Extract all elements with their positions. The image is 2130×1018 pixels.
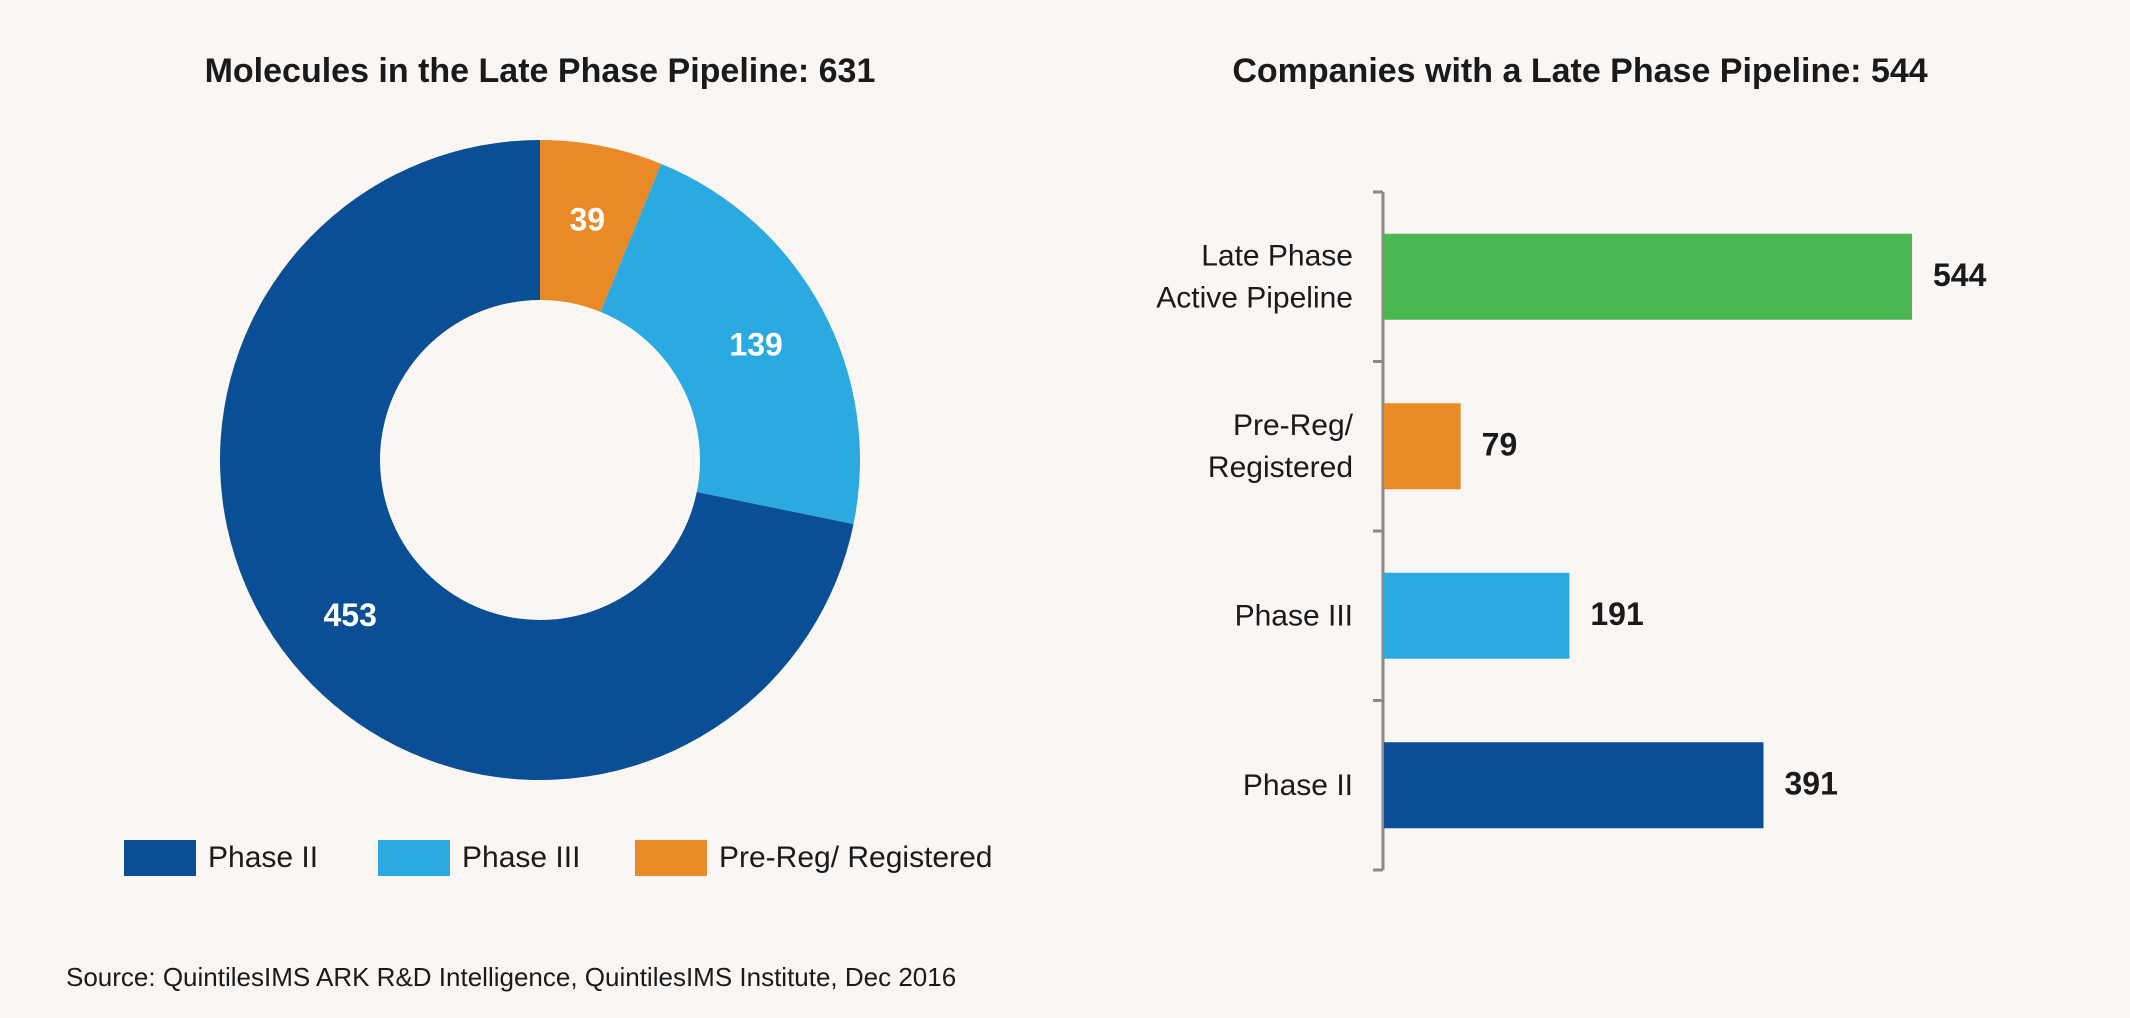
- donut-slice-pre-reg-registered: [540, 140, 662, 312]
- bar-value-label-late-phase-active-pipeline: 544: [1933, 257, 1987, 293]
- donut-chart: 39 139 453: [219, 140, 860, 780]
- bar-category-label-pre-reg-registered: Pre-Reg/Registered: [1208, 409, 1354, 484]
- donut-chart-title: Molecules in the Late Phase Pipeline: 63…: [204, 52, 876, 90]
- source-note: Source: QuintilesIMS ARK R&D Intelligenc…: [66, 962, 957, 992]
- bar-phase-ii: [1384, 742, 1764, 829]
- bar-category-label-phase-iii: Phase III: [1235, 599, 1353, 632]
- legend-swatch-pre-reg: [635, 840, 707, 876]
- legend-label-pre-reg: Pre-Reg/ Registered: [719, 841, 993, 874]
- bar-late-phase-active-pipeline: [1384, 233, 1912, 320]
- bar-value-label-pre-reg-registered: 79: [1482, 426, 1518, 462]
- donut-data-label-phase-ii: 453: [324, 597, 377, 633]
- donut-slice-phase-iii: [600, 163, 860, 525]
- donut-slice-phase-ii: [219, 140, 854, 780]
- bar-category-label-late-phase-active-pipeline: Late Phase Active Pipeline: [1156, 239, 1353, 314]
- donut-data-label-pre-reg-registered: 39: [569, 202, 605, 238]
- bar-value-label-phase-ii: 391: [1785, 765, 1838, 801]
- legend-label-phase-ii: Phase II: [208, 841, 319, 874]
- legend-label-phase-iii: Phase III: [462, 841, 581, 874]
- donut-data-label-phase-iii: 139: [729, 327, 782, 363]
- bar-value-label-phase-iii: 191: [1590, 596, 1643, 632]
- legend-item-phase-ii: Phase II: [124, 838, 318, 878]
- bar-chart: 544 Late Phase Active Pipeline 79 Pre-Reg/Re…: [1156, 190, 1987, 872]
- bar-phase-iii: [1384, 572, 1570, 659]
- bar-pre-reg-registered: [1384, 403, 1461, 490]
- legend-item-phase-iii: Phase III: [378, 838, 580, 878]
- bar-chart-title: Companies with a Late Phase Pipeline: 54…: [1232, 52, 1928, 90]
- legend-swatch-phase-iii: [378, 840, 450, 876]
- legend-swatch-phase-ii: [124, 840, 196, 876]
- bar-category-label-phase-ii: Phase II: [1243, 769, 1353, 802]
- legend-item-pre-reg: Pre-Reg/ Registered: [635, 838, 992, 878]
